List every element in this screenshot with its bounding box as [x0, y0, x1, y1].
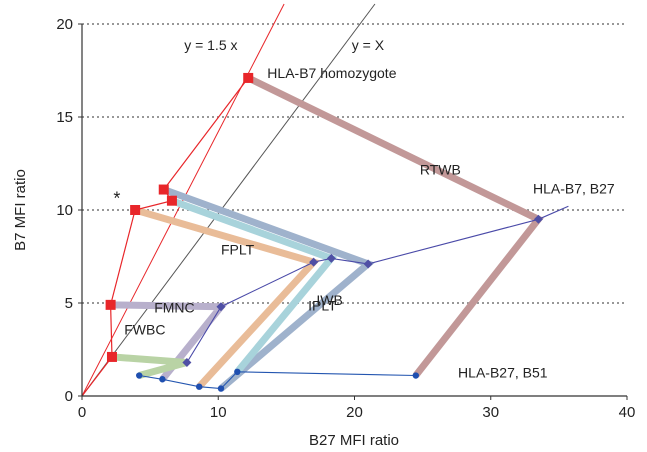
annotation-hla-b27-b51: HLA-B27, B51 [458, 364, 548, 380]
b7-b27-marker-3 [309, 257, 319, 267]
b7-b27-marker-4 [216, 302, 226, 312]
annotation-iwb: IWB [316, 292, 342, 308]
y-tick-label-5: 5 [65, 295, 73, 312]
b27-b51-marker-3 [195, 383, 203, 390]
thin-series-group [81, 77, 569, 397]
annotation-fmnc: FMNC [154, 299, 194, 315]
b7-b27-marker-5 [182, 358, 192, 368]
y-tick-label-15: 15 [56, 109, 73, 126]
reference-line-1 [81, 3, 376, 397]
homozygote-marker-1 [158, 184, 169, 195]
homozygote-marker-3 [130, 205, 141, 215]
y-tick-label-20: 20 [56, 16, 73, 33]
annotation-iplt: IPLT [308, 297, 337, 313]
b7-b27-marker-2 [326, 253, 336, 263]
series-fwbc [111, 353, 188, 379]
annotation-asterisk: * [113, 188, 120, 208]
y-tick-label-10: 10 [56, 202, 73, 219]
homozygote-marker-5 [106, 351, 117, 362]
b27-b51-marker-4 [159, 376, 166, 383]
homozygote-marker-4 [105, 299, 116, 310]
b7-b27-marker-0 [533, 214, 543, 224]
axes: 0 10 20 30 40 0 5 10 15 20 [56, 16, 635, 421]
homozygote-marker-0 [243, 72, 254, 83]
x-tick-label-10: 10 [210, 404, 227, 421]
b7-b27-marker-1 [363, 259, 373, 269]
y-tick-label-0: 0 [65, 388, 73, 405]
b27-b51-marker-2 [217, 385, 225, 392]
x-axis-title: B27 MFI ratio [309, 432, 399, 449]
annotation-hla-b7-homozygote: HLA-B7 homozygote [267, 65, 396, 81]
x-tick-label-0: 0 [78, 404, 86, 421]
annotation-hla-b7-b27: HLA-B7, B27 [533, 180, 615, 196]
b27-b51-marker-5 [136, 372, 143, 379]
series-band-1 [162, 186, 375, 392]
annotation-fplt: FPLT [221, 242, 255, 258]
x-tick-label-30: 30 [482, 404, 499, 421]
annotation-y-x: y = X [352, 37, 385, 53]
b27-b51-line [139, 371, 416, 390]
thick-series-group [110, 74, 544, 392]
b27-b51-marker-0 [412, 372, 420, 379]
annotation-labels: HLA-B7 homozygote RTWB HLA-B7, B27 FPLT IPLT… [113, 37, 615, 380]
b27-b51-marker-1 [234, 368, 241, 376]
x-tick-label-40: 40 [619, 404, 636, 421]
x-tick-label-20: 20 [346, 404, 363, 421]
homozygote-marker-2 [166, 195, 177, 206]
marker-group [105, 72, 543, 392]
annotation-fwbc: FWBC [124, 322, 165, 338]
annotation-y-1-5-x: y = 1.5 x [184, 37, 237, 53]
annotation-rtwb: RTWB [420, 162, 461, 178]
y-axis-title: B7 MFI ratio [12, 169, 29, 251]
